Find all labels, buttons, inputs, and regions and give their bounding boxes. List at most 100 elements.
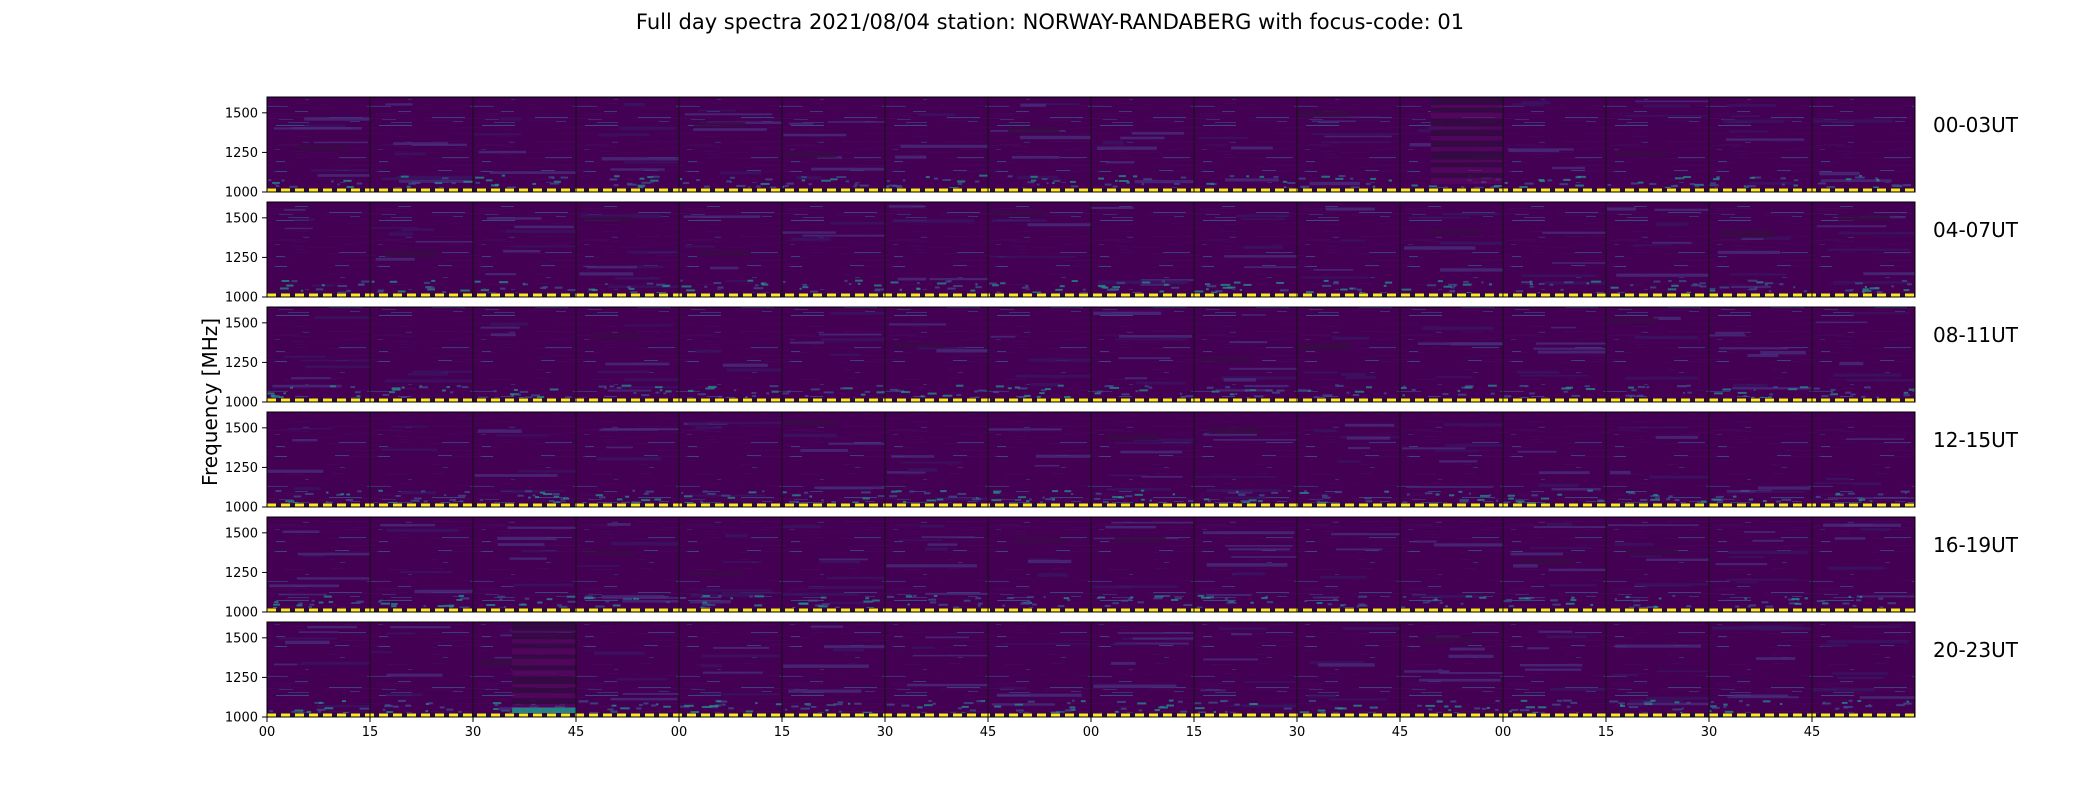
- x-tick-label: 45: [1804, 725, 1821, 740]
- spectra-panel: [1503, 307, 1606, 402]
- spectra-panel: [988, 412, 1091, 507]
- y-tick-label: 1500: [225, 526, 258, 541]
- spectra-panel: [370, 97, 474, 192]
- spectra-panel: [782, 202, 885, 297]
- spectra-panel: [1709, 202, 1812, 297]
- spectra-panel: [576, 517, 679, 612]
- spectra-panel: [885, 97, 989, 192]
- spectra-panel: [1503, 412, 1606, 507]
- x-axis-ticks: 00 15 30 45 00 15 30 45 00 15 30 45 00 15 30 45: [259, 717, 1821, 740]
- spectra-panel: [1606, 412, 1709, 507]
- spectra-panel: [1297, 202, 1400, 297]
- spectra-panel: [473, 202, 576, 297]
- row-frame: [266, 96, 1916, 193]
- spectra-panel: [885, 517, 988, 612]
- spectra-panel: [1812, 307, 1915, 402]
- x-tick-label: 30: [1289, 725, 1306, 740]
- y-tick-label: 1250: [225, 671, 258, 686]
- spectra-panel: [679, 412, 782, 507]
- spectra-panel: [1400, 517, 1503, 612]
- x-tick-label: 30: [1701, 725, 1718, 740]
- spectra-panel: [1194, 622, 1297, 717]
- y-tick-label: 1500: [225, 631, 258, 646]
- y-tick-label: 1500: [225, 421, 258, 436]
- y-tick-label: 1000: [225, 501, 258, 516]
- spectra-panel: [1606, 622, 1709, 717]
- spectra-panel: [679, 622, 786, 717]
- x-tick-label: 45: [568, 725, 585, 740]
- spectra-panel: [267, 412, 370, 507]
- spectra-panel: [1194, 307, 1297, 402]
- spectra-panel: [1503, 517, 1606, 612]
- spectra-panel: [1606, 97, 1709, 192]
- spectra-panel: [1709, 622, 1812, 717]
- spectra-panel: [782, 517, 885, 612]
- spectra-panel: [1297, 412, 1400, 507]
- x-tick-label: 15: [362, 725, 379, 740]
- spectra-panel: [473, 97, 576, 192]
- spectra-panel: [1606, 517, 1709, 612]
- spectra-panel: [1812, 97, 1915, 192]
- spectra-panel: [1812, 412, 1915, 507]
- y-tick-label: 1250: [225, 356, 258, 371]
- spectra-panel: [267, 307, 370, 402]
- spectra-panel: [679, 97, 782, 192]
- spectra-panel: [576, 202, 679, 297]
- spectra-feature: [1430, 97, 1503, 185]
- spectra-panel: [1812, 517, 1915, 612]
- spectra-panel: [1400, 412, 1503, 507]
- y-tick-label: 1250: [225, 461, 258, 476]
- x-tick-label: 00: [671, 725, 688, 740]
- spectra-panel: [988, 307, 1091, 402]
- y-tick-label: 1000: [225, 396, 258, 411]
- row-label: 04-07UT: [1933, 218, 2019, 242]
- spectra-panel: [267, 517, 370, 612]
- spectra-panel: [1091, 517, 1194, 612]
- spectra-panel: [267, 622, 370, 717]
- row-label: 00-03UT: [1933, 113, 2019, 137]
- spectra-panel: [782, 622, 885, 717]
- spectra-panel: [1709, 412, 1812, 507]
- spectra-panel: [1400, 622, 1503, 717]
- x-tick-label: 30: [877, 725, 894, 740]
- x-tick-label: 15: [1598, 725, 1615, 740]
- spectra-feature: [512, 707, 576, 714]
- y-tick-label: 1250: [225, 251, 258, 266]
- spectra-panel: [1812, 202, 1915, 297]
- y-tick-label: 1500: [225, 211, 258, 226]
- spectra-panel: [370, 202, 473, 297]
- row-frame: [266, 201, 1916, 298]
- spectra-panel: [473, 517, 578, 612]
- spectra-panel: [988, 622, 1091, 717]
- row-label: 12-15UT: [1933, 428, 2019, 452]
- x-tick-label: 00: [1495, 725, 1512, 740]
- spectra-panel: [1400, 307, 1503, 402]
- chart-title: Full day spectra 2021/08/04 station: NOR…: [635, 10, 1465, 34]
- spectra-panel: [1194, 412, 1297, 507]
- spectra-panel: [988, 517, 1091, 612]
- spectra-panel: [1606, 307, 1709, 402]
- row-label: 20-23UT: [1933, 638, 2019, 662]
- x-tick-label: 00: [259, 725, 276, 740]
- row-labels: 00-03UT 04-07UT 08-11UT 12-15UT 16-19UT 20-23…: [1933, 113, 2019, 662]
- x-tick-label: 15: [774, 725, 791, 740]
- spectra-panel: [1194, 517, 1297, 612]
- row-frame: [266, 516, 1916, 613]
- spectra-panel: [1812, 622, 1915, 717]
- spectra-panel: [576, 307, 679, 402]
- spectra-panel: [988, 202, 1091, 297]
- spectra-panel: [988, 97, 1091, 192]
- y-tick-label: 1500: [225, 316, 258, 331]
- spectra-panel: [1297, 307, 1400, 402]
- y-tick-label: 1000: [225, 291, 258, 306]
- spectra-panel: [370, 412, 473, 507]
- x-tick-label: 45: [1392, 725, 1409, 740]
- spectra-panel: [1297, 97, 1400, 192]
- spectra-panel: [370, 307, 473, 402]
- spectra-panel: [370, 517, 473, 612]
- spectra-panel: [679, 517, 782, 612]
- spectra-panel: [1709, 517, 1812, 612]
- x-tick-label: 15: [1186, 725, 1203, 740]
- row-frame: [266, 411, 1916, 508]
